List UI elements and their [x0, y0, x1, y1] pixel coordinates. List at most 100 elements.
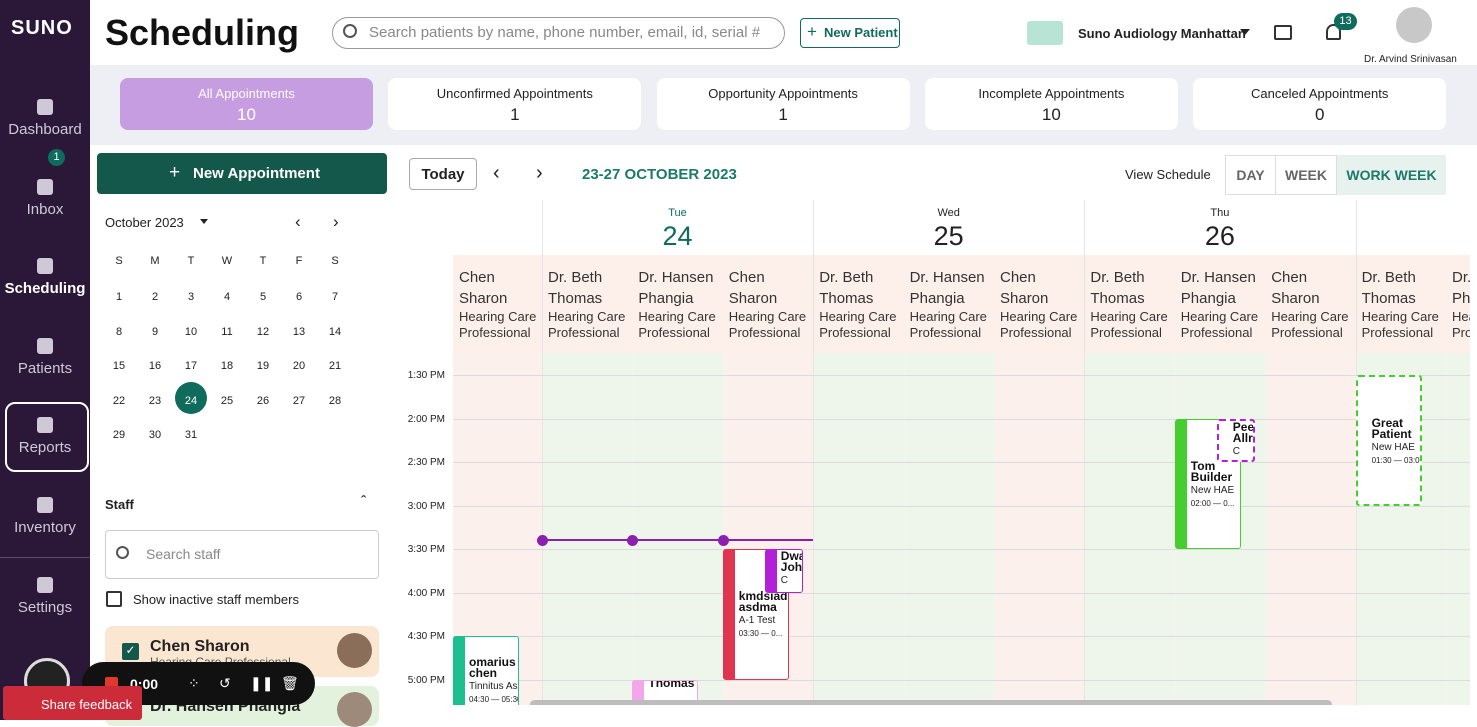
nav-label[interactable]: Inbox [26, 200, 64, 218]
bell-icon[interactable] [1326, 24, 1341, 40]
collapse-icon[interactable]: ˆ [361, 494, 367, 511]
staff-search[interactable] [105, 530, 379, 579]
provider-name: Dr. Hansen Phangia [1180, 269, 1256, 307]
provider-name: Dr. Hansen Phangia [638, 269, 714, 307]
checklist-icon[interactable] [1027, 21, 1063, 45]
calendar-day[interactable]: 1 [115, 291, 123, 303]
time-label: 2:00 PM [407, 413, 445, 425]
calendar-day[interactable]: 7 [331, 291, 339, 303]
appointment[interactable]: Great Patient New HAE 01:30 — 03:00 [1355, 375, 1422, 506]
calendar-day[interactable]: 5 [259, 291, 267, 303]
calendar-day[interactable]: 31 [184, 429, 198, 441]
calendar-day[interactable]: 16 [148, 360, 162, 372]
view-option[interactable]: WORK WEEK [1336, 155, 1446, 195]
calendar-day[interactable]: 21 [328, 360, 342, 372]
appointment-time: 02:00 — 0... [1190, 498, 1235, 508]
nav-label[interactable]: Patients [17, 359, 73, 377]
appointment[interactable]: Peez AllreC [1216, 418, 1255, 462]
calendar-day[interactable]: 9 [151, 325, 159, 338]
recorder-control[interactable]: ↺ [219, 675, 231, 691]
summary-label: Canceled Appointments [1251, 86, 1389, 101]
appointment[interactable]: kmdsiad asdma A-1 Test 03:30 — 0... [722, 549, 789, 680]
calendar-day[interactable]: 8 [115, 325, 123, 338]
today-button[interactable] [409, 158, 477, 190]
view-option[interactable]: DAY [1225, 155, 1275, 195]
nav-icon [37, 497, 53, 513]
nav-label[interactable]: Dashboard [8, 121, 82, 138]
calendar-day[interactable]: 26 [256, 394, 270, 407]
calendar-day[interactable]: 28 [328, 394, 342, 407]
calendar-day[interactable]: 18 [220, 360, 234, 372]
calendar-month[interactable]: October 2023 [105, 215, 184, 230]
calendar-day[interactable]: 24 [184, 394, 198, 407]
day-divider [813, 200, 815, 705]
prev-week[interactable]: ‹ [493, 162, 500, 184]
checkbox[interactable] [106, 591, 122, 607]
appointment-type: New HAE [1190, 484, 1235, 496]
scrollbar [530, 700, 1332, 705]
nav-label[interactable]: Reports [18, 439, 72, 457]
calendar-day[interactable]: 25 [220, 394, 234, 407]
location[interactable]: Suno Audiology Manhattan [1078, 26, 1246, 41]
provider-role: Hearing Care Professional [1000, 309, 1078, 340]
calendar-day[interactable]: 30 [148, 429, 162, 441]
recorder-control[interactable]: ⁘ [188, 675, 200, 691]
calendar-day[interactable]: 14 [328, 325, 342, 338]
new-patient-button[interactable] [800, 18, 900, 48]
feedback-button[interactable] [3, 686, 142, 720]
summary-card[interactable] [120, 78, 373, 130]
calendar-day[interactable]: 13 [292, 325, 306, 338]
search-box[interactable] [332, 17, 785, 49]
appointment-name: omarius chen [469, 654, 516, 680]
grid-line [453, 418, 1470, 420]
today-label[interactable]: Today [421, 166, 465, 183]
view-schedule[interactable]: View Schedule [1125, 167, 1211, 182]
appointment-type: New HAE [1371, 442, 1415, 454]
nav-label[interactable]: Inventory [14, 519, 76, 536]
calendar-day[interactable]: 15 [112, 360, 126, 372]
appointment[interactable]: Dwa JohnC [764, 549, 803, 593]
checkbox-checked[interactable]: ✓ [122, 643, 139, 660]
avatar[interactable] [1396, 7, 1432, 43]
feedback-label[interactable]: Share feedback [41, 697, 133, 712]
recorder-control[interactable]: ❚❚ [250, 675, 274, 691]
new-appointment-button[interactable] [97, 153, 387, 194]
sidebar [0, 0, 90, 720]
page-title: Scheduling [105, 12, 300, 53]
calendar-day[interactable]: 11 [221, 325, 233, 338]
calendar-day[interactable]: 2 [151, 291, 159, 303]
calendar-day[interactable]: 4 [223, 291, 231, 303]
nav-label[interactable]: Settings [17, 598, 73, 616]
provider-name: Dr. Hansen Phangia [1452, 269, 1470, 307]
recorder-control[interactable]: 🗑 [281, 675, 299, 691]
calendar-day[interactable]: 6 [295, 291, 303, 303]
appointment-name: Great Patient [1371, 416, 1412, 442]
calendar-day[interactable]: 27 [292, 394, 306, 407]
summary-card[interactable] [656, 78, 910, 130]
summary-card[interactable] [388, 78, 642, 130]
staff-name: Chen Sharon [150, 638, 250, 655]
view-option[interactable]: WEEK [1275, 155, 1336, 195]
appointment-time: 03:30 — 0... [738, 629, 783, 639]
store-icon[interactable] [1274, 25, 1292, 40]
nav-label[interactable]: Scheduling [4, 280, 86, 298]
next-week[interactable]: › [536, 162, 543, 184]
calendar-day[interactable]: 17 [184, 360, 198, 372]
calendar-day[interactable]: 20 [292, 360, 306, 372]
calendar-day[interactable]: 10 [184, 325, 198, 338]
calendar-day[interactable]: 12 [256, 325, 270, 338]
provider-name: Chen Sharon [459, 269, 508, 307]
calendar-day[interactable]: 3 [187, 291, 195, 303]
appointment-type: Tinnitus As... [469, 680, 518, 692]
summary-card[interactable] [1193, 78, 1447, 130]
weekday: T [259, 255, 267, 267]
summary-card[interactable] [924, 78, 1178, 130]
calendar-day[interactable]: 23 [148, 394, 162, 407]
calendar-day[interactable]: 19 [256, 360, 270, 372]
prev-month[interactable]: ‹ [295, 212, 301, 231]
next-month[interactable]: › [333, 212, 339, 231]
provider-role: Hearing Care Professional [1271, 309, 1349, 340]
calendar-day[interactable]: 22 [112, 394, 126, 407]
calendar-day[interactable]: 29 [112, 429, 126, 441]
